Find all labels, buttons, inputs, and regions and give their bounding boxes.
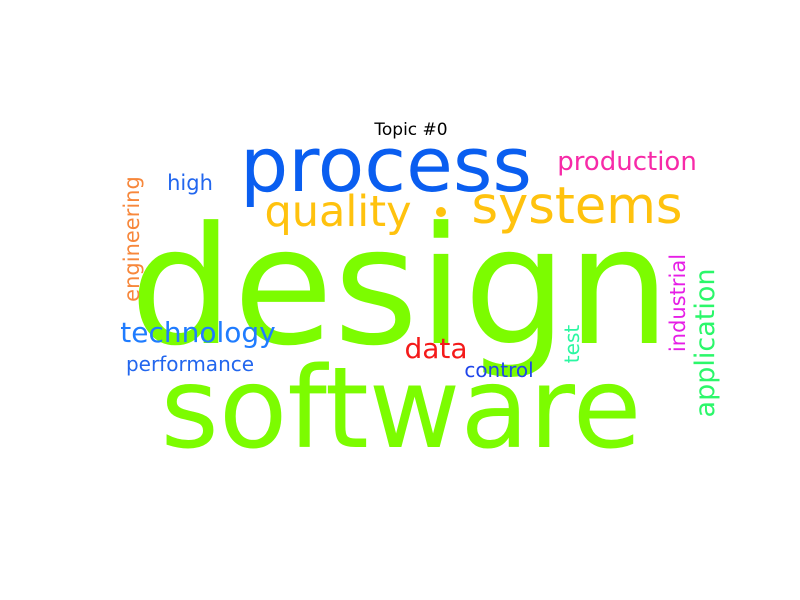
dot-mark bbox=[436, 207, 446, 217]
word-design: design bbox=[130, 193, 671, 382]
word-industrial: industrial bbox=[666, 254, 690, 352]
figure-title: Topic #0 bbox=[374, 120, 448, 140]
word-production: production bbox=[557, 147, 697, 177]
word-engineering: engineering bbox=[120, 176, 144, 302]
word-test: test bbox=[560, 325, 584, 364]
word-technology: technology bbox=[120, 316, 275, 349]
word-application: application bbox=[690, 269, 721, 418]
word-high: high bbox=[167, 171, 213, 195]
word-systems: systems bbox=[472, 177, 683, 236]
word-performance: performance bbox=[126, 352, 254, 376]
word-data: data bbox=[404, 332, 467, 365]
word-quality: quality bbox=[264, 187, 411, 237]
word-process: process bbox=[240, 120, 532, 209]
word-control: control bbox=[464, 358, 533, 382]
word-software: software bbox=[161, 344, 642, 474]
